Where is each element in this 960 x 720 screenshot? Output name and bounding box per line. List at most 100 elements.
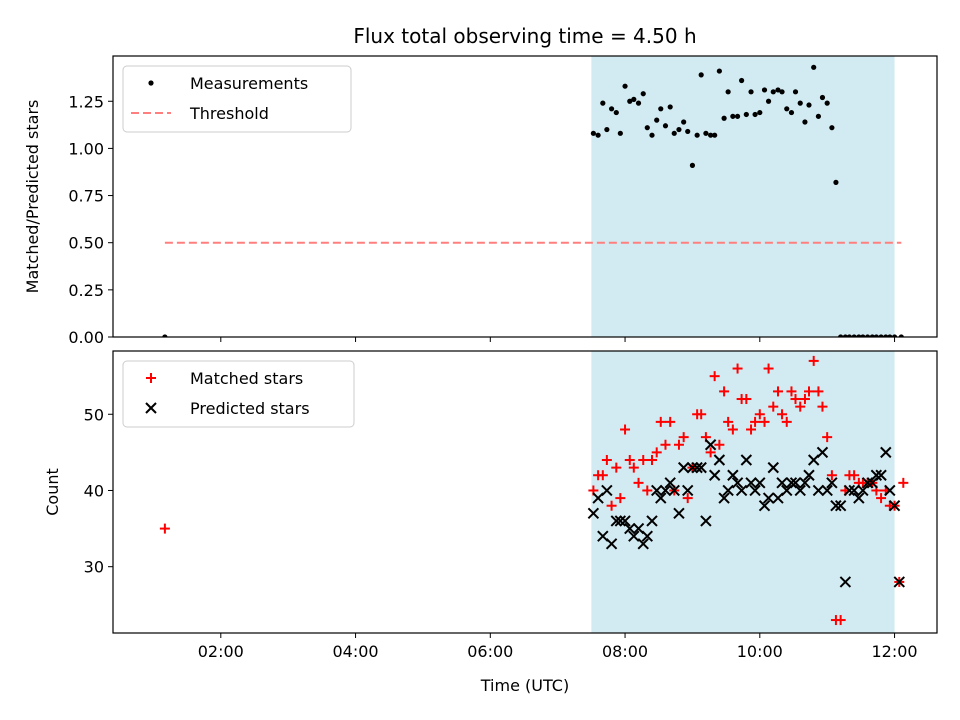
measurements-point: [806, 102, 812, 108]
matched-stars-point: [813, 386, 824, 397]
predicted-stars-point: [651, 484, 663, 497]
count-panel: 02:00 04:00 06:00 08:00 10:00 12:00 30 40 50 Co…: [43, 350, 938, 661]
matched-stars-point: [611, 462, 622, 473]
predicted-stars-point: [646, 515, 658, 527]
predicted-stars-point: [848, 484, 860, 497]
y-tick-label: 50: [84, 405, 104, 424]
chart-title: Flux total observing time = 4.50 h: [353, 24, 696, 48]
count-panel-frame: [112, 350, 938, 634]
matched-stars-point: [615, 493, 626, 504]
predicted-stars-point: [731, 477, 744, 489]
measurements-point: [846, 334, 853, 337]
measurements-point: [802, 119, 808, 125]
measurements-point: [829, 125, 835, 131]
predicted-stars-point: [767, 461, 779, 474]
predicted-stars-point: [826, 477, 838, 489]
matched-stars-point: [696, 409, 707, 420]
measurements-point: [595, 132, 601, 138]
measurements-point: [725, 89, 731, 95]
predicted-stars-point: [718, 492, 730, 504]
predicted-stars-point: [812, 484, 825, 497]
predicted-stars-point: [776, 477, 788, 489]
measurements-point: [617, 130, 623, 136]
predicted-stars-point: [713, 454, 726, 466]
matched-stars-point: [655, 416, 666, 427]
measurements-point: [824, 100, 830, 106]
matched-stars-point: [647, 454, 658, 465]
x-tick-label: 06:00: [467, 642, 513, 661]
predicted-stars-point: [624, 522, 636, 535]
measurements-point: [676, 126, 682, 133]
predicted-stars-point: [700, 515, 712, 527]
measurements-point: [775, 87, 781, 93]
x-tick-label: 08:00: [602, 642, 648, 661]
measurements-point: [689, 162, 696, 168]
matched-stars-point: [714, 439, 725, 450]
predicted-stars-point: [816, 446, 829, 459]
measurements-point: [658, 106, 664, 112]
matched-stars-point: [750, 416, 761, 427]
matched-stars-point: [651, 447, 662, 458]
matched-stars-point: [822, 432, 833, 443]
predicted-stars-point: [834, 500, 847, 512]
matched-stars-point: [633, 477, 644, 488]
predicted-stars-point: [754, 477, 766, 489]
measurements-point: [748, 89, 754, 95]
matched-stars-point: [754, 409, 765, 420]
measurements-point: [865, 334, 871, 337]
legend-swatch: [145, 402, 157, 414]
predicted-stars-point: [668, 484, 680, 497]
measurements-point: [600, 100, 606, 106]
legend-box: [122, 360, 355, 428]
matched-stars-point: [159, 523, 170, 534]
measurements-point: [730, 113, 736, 119]
predicted-stars-point: [888, 500, 901, 512]
measurements-point: [640, 91, 646, 97]
measurements-point: [654, 117, 660, 123]
measurements-point: [698, 72, 704, 78]
measurements-point: [631, 96, 637, 102]
measurements-point: [811, 64, 817, 70]
predicted-stars-point: [884, 484, 896, 497]
matched-stars-point: [741, 394, 752, 405]
predicted-stars-point: [740, 454, 753, 466]
predicted-stars-point: [794, 484, 806, 497]
measurements-point: [627, 98, 633, 104]
x-tick-label: 12:00: [871, 642, 917, 661]
matched-stars-point: [705, 447, 716, 458]
matched-stars-point: [777, 409, 788, 420]
measurements-point: [878, 334, 884, 337]
x-axis-label: Time (UTC): [480, 676, 569, 695]
measurements-point: [739, 77, 745, 84]
x-tick-label: 10:00: [737, 642, 783, 661]
measurements-point: [644, 125, 650, 131]
matched-stars-point: [682, 493, 693, 504]
measurements-point: [860, 334, 866, 337]
measurements-point: [757, 109, 763, 116]
measurements-point: [883, 334, 889, 337]
matched-stars-point: [601, 454, 612, 465]
predicted-stars-point: [677, 461, 690, 474]
predicted-stars-point: [673, 507, 685, 520]
measurements-point: [662, 123, 669, 129]
measurements-point: [819, 94, 826, 101]
x-tick-label: 02:00: [198, 642, 244, 661]
matched-stars-point: [849, 470, 860, 481]
measurements-point: [752, 111, 758, 118]
measurements-point: [743, 111, 749, 118]
predicted-stars-point: [686, 461, 699, 474]
predicted-stars-point: [839, 576, 852, 588]
measurements-point: [765, 98, 772, 104]
predicted-stars-point: [691, 461, 703, 474]
matched-stars-point: [673, 439, 684, 450]
predicted-stars-point: [655, 492, 667, 504]
measurements-point: [667, 104, 673, 110]
predicted-stars-point: [875, 469, 887, 481]
predicted-stars-point: [682, 484, 694, 497]
matched-stars-point: [799, 394, 810, 405]
predicted-stars-point: [659, 484, 672, 497]
measurements-point: [891, 334, 898, 337]
measurements-point: [716, 68, 722, 74]
predicted-stars-point: [628, 530, 640, 542]
